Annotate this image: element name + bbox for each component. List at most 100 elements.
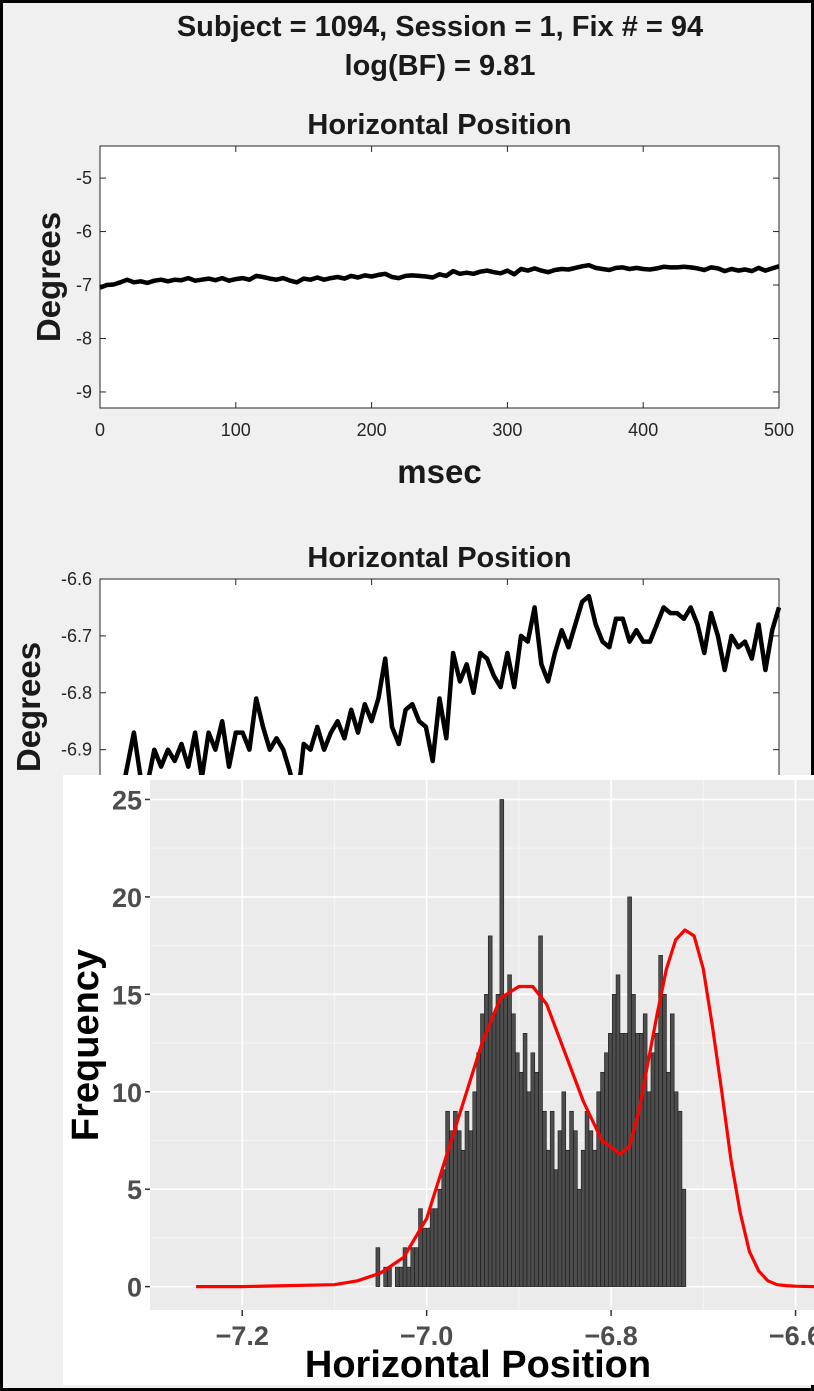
histogram-bar	[588, 1130, 594, 1287]
x-tick-label: −6.6	[769, 1321, 814, 1351]
histogram-chart: 0 5 10 15 20 25 −7.2 −7.0 −6.8 −6.6 Horizontal Pos…	[63, 775, 814, 1386]
x-tick-label: −7.2	[216, 1321, 269, 1351]
histogram-bar	[596, 1091, 601, 1287]
histogram-bar	[418, 1208, 423, 1287]
x-axis-label: msec	[397, 453, 481, 490]
histogram-bar	[375, 1247, 381, 1287]
histogram-bar	[445, 1110, 450, 1287]
histogram-bar	[441, 1169, 446, 1287]
histogram-bar	[611, 994, 617, 1287]
histogram-bar	[522, 1033, 528, 1287]
x-axis-label: Horizontal Position	[305, 1344, 651, 1386]
histogram-bar	[387, 1266, 392, 1287]
histogram-bar	[406, 1266, 412, 1287]
histogram-bar	[449, 1130, 454, 1287]
histogram-bar	[398, 1266, 404, 1287]
histogram-bar	[670, 1013, 675, 1287]
histogram-bar	[518, 1071, 524, 1287]
histogram-bar	[553, 1169, 559, 1287]
histogram-bar	[476, 1052, 481, 1287]
y-tick-label: -6.6	[61, 569, 92, 589]
histogram-bar	[549, 1110, 555, 1287]
histogram-bar	[495, 994, 501, 1287]
histogram-bar	[472, 1091, 477, 1287]
histogram-bar	[422, 1227, 427, 1287]
histogram-bar	[619, 1033, 625, 1287]
x-tick-label: −7.0	[400, 1321, 453, 1351]
x-tick-label: −6.8	[584, 1321, 637, 1351]
x-tick-label: 100	[221, 420, 251, 440]
histogram-bar	[433, 1208, 439, 1287]
series-line	[99, 262, 780, 290]
y-tick-label: 25	[112, 785, 142, 815]
histogram-bar	[580, 1149, 586, 1287]
histogram-bar	[534, 1071, 539, 1287]
histogram-bar	[542, 1110, 547, 1287]
histogram-bar	[410, 1247, 415, 1287]
y-tick-label: -9	[76, 382, 92, 402]
histogram-bar	[635, 1033, 640, 1287]
histogram-bar	[515, 1052, 520, 1287]
histogram-bar	[584, 1110, 590, 1287]
histogram-bar	[673, 1091, 679, 1287]
histogram-bar	[480, 1013, 485, 1287]
chart-title: Horizontal Position	[307, 109, 571, 141]
y-tick-label: -6.9	[61, 740, 92, 760]
plot-area	[99, 145, 780, 409]
x-tick-label: 400	[628, 420, 658, 440]
histogram-bar	[677, 1110, 683, 1287]
histogram-bar	[456, 1130, 462, 1287]
y-tick-label: -7	[76, 275, 92, 295]
histogram-bar	[654, 1033, 659, 1287]
y-axis-label: Degrees	[10, 642, 47, 772]
histogram-bar	[460, 1149, 466, 1287]
histogram-bar	[627, 896, 632, 1287]
y-tick-label: 20	[112, 883, 142, 913]
y-axis-label: Degrees	[30, 212, 67, 342]
density-curve	[196, 928, 814, 1289]
histogram-bar	[499, 799, 505, 1287]
top-line-chart: 0 100 200 300 400 500 -9 -8 -7 -6 -5 Horizontal Pos…	[30, 109, 794, 490]
y-tick-label: -8	[76, 328, 92, 348]
histogram-bar	[530, 1052, 536, 1287]
histogram-bar	[429, 1208, 435, 1287]
histogram-bar	[503, 994, 508, 1287]
histogram-bar	[561, 1091, 567, 1287]
histogram-bar	[526, 1091, 532, 1287]
y-tick-label: -6.8	[61, 683, 92, 703]
x-tick-label: 0	[95, 420, 105, 440]
y-tick-label: 10	[112, 1078, 142, 1108]
histogram-bar	[546, 1149, 551, 1287]
x-tick-label: 200	[357, 420, 387, 440]
figure-title-line2: log(BF) = 9.81	[345, 50, 536, 82]
y-axis-label: Frequency	[65, 949, 107, 1141]
histogram-bar	[615, 974, 621, 1287]
y-tick-label: -6.7	[61, 626, 92, 646]
y-tick-label: -6	[76, 222, 92, 242]
histogram-bar	[395, 1266, 400, 1287]
histogram-bar	[569, 1110, 574, 1287]
y-tick-label: 0	[127, 1273, 142, 1303]
histogram-bar	[646, 1091, 652, 1287]
histogram-bar	[600, 1071, 605, 1287]
series-line	[97, 593, 782, 836]
histogram-bar	[491, 1013, 497, 1287]
histogram-bar	[511, 1013, 516, 1287]
histogram-bar	[666, 1071, 671, 1287]
histogram-bar	[608, 1033, 613, 1287]
histogram-bar	[507, 974, 512, 1287]
histogram-bar	[681, 1188, 687, 1287]
histogram-bar	[437, 1188, 443, 1287]
histogram-bar	[592, 1149, 598, 1287]
histogram-bar	[573, 1130, 578, 1287]
x-tick-label: 300	[492, 420, 522, 440]
histogram-bar	[425, 1227, 431, 1287]
histogram-bar	[642, 1013, 648, 1287]
chart-title: Horizontal Position	[307, 542, 571, 574]
histogram-bar	[662, 994, 667, 1287]
histogram-bar	[604, 1052, 609, 1287]
histogram-bar	[565, 1149, 570, 1287]
